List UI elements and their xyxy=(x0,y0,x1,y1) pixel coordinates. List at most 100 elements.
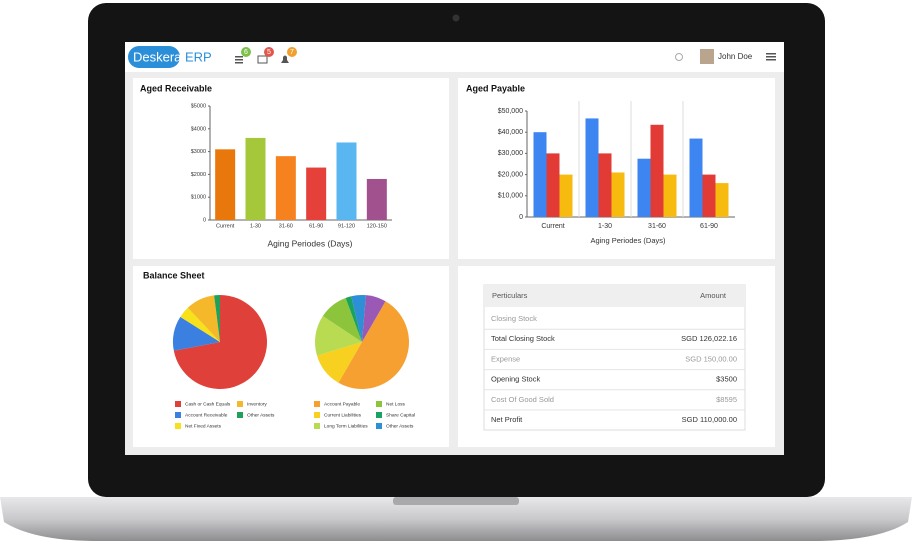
y-tick-label: $2000 xyxy=(191,172,206,178)
y-tick-label: $3000 xyxy=(191,149,206,155)
panel-title: Balance Sheet xyxy=(143,270,205,280)
legend-label: Cash or Cash Equals xyxy=(185,401,231,407)
cell: Net Profit xyxy=(491,415,523,424)
panel xyxy=(458,78,775,259)
legend-label: Long Term Liabilities xyxy=(324,423,368,429)
bar xyxy=(585,118,599,217)
bell-icon[interactable] xyxy=(281,55,289,64)
legend-swatch xyxy=(237,412,243,418)
x-tick-label: 91-120 xyxy=(338,223,355,229)
y-tick-label: $10,000 xyxy=(498,193,523,200)
y-tick-label: 0 xyxy=(203,217,206,223)
pie-slice xyxy=(180,307,220,342)
bar xyxy=(533,132,547,217)
panel-title: Aged Payable xyxy=(466,83,525,93)
pie-slice xyxy=(322,297,362,342)
table xyxy=(483,284,746,431)
logo[interactable] xyxy=(128,46,180,68)
cell: $3500 xyxy=(716,375,737,384)
bar xyxy=(650,124,664,217)
x-axis-label: Aging Periodes (Days) xyxy=(590,236,666,245)
y-tick-label: 0 xyxy=(519,214,523,221)
badge-count: 6 xyxy=(244,49,248,56)
table-header: Amount xyxy=(700,291,727,300)
pie-slice xyxy=(338,301,409,389)
legend-swatch xyxy=(314,401,320,407)
bar xyxy=(663,174,677,217)
bar xyxy=(306,167,327,220)
cell: Total Closing Stock xyxy=(491,334,555,343)
x-axis-label: Aging Periodes (Days) xyxy=(267,238,352,248)
bar xyxy=(702,174,716,217)
badge-count: 7 xyxy=(290,49,294,56)
pie-slice xyxy=(317,342,362,383)
pie-slice xyxy=(351,295,366,342)
pie-slice xyxy=(187,295,220,342)
legend-swatch xyxy=(314,423,320,429)
bar xyxy=(275,156,296,220)
x-tick-label: 1-30 xyxy=(598,223,612,230)
logo-text: Deskera xyxy=(133,49,182,64)
dynamic: 0 $1000 $2000 $3000 $4000 $5000 Aging Periodes… xyxy=(173,101,745,429)
bar xyxy=(245,137,266,220)
legend-label: Other Assets xyxy=(247,412,275,418)
cell: SGD 126,022.16 xyxy=(681,334,737,343)
x-tick-label: 61-90 xyxy=(309,223,323,229)
pie-slice xyxy=(214,295,220,342)
bar xyxy=(611,172,625,217)
badge xyxy=(264,47,274,57)
bar xyxy=(546,153,560,217)
legend-swatch xyxy=(376,412,382,418)
y-tick-label: $4000 xyxy=(191,126,206,132)
x-tick-label: 61-90 xyxy=(700,223,718,230)
y-tick-label: $20,000 xyxy=(498,171,523,178)
legend-label: Inventory xyxy=(247,401,267,407)
legend-label: Account Receivable xyxy=(185,412,228,418)
legend-swatch xyxy=(314,412,320,418)
legend-label: Account Payable xyxy=(324,401,360,407)
legend-label: Current Liabilities xyxy=(324,412,362,418)
legend-label: Share Capital xyxy=(386,412,415,418)
avatar[interactable] xyxy=(700,49,714,64)
cell: SGD 150,00.00 xyxy=(685,354,737,363)
bar xyxy=(559,174,573,217)
cell: Closing Stock xyxy=(491,314,537,323)
cell: Opening Stock xyxy=(491,375,540,384)
mail-icon[interactable] xyxy=(257,55,268,64)
laptop-base xyxy=(0,497,912,541)
pie-slice xyxy=(173,316,220,351)
legend-label: Net Fixed Assets xyxy=(185,423,222,429)
pie-slice xyxy=(314,315,362,356)
bar xyxy=(336,142,357,220)
search-icon[interactable] xyxy=(675,53,683,61)
menu-line xyxy=(766,53,776,55)
table-header xyxy=(484,285,745,307)
menu-icon[interactable] xyxy=(235,56,243,58)
x-tick-label: 120-150 xyxy=(367,223,387,229)
bar xyxy=(689,138,703,217)
menu-line xyxy=(766,56,776,58)
legend-label: Other Assets xyxy=(386,423,414,429)
legend-label: Net Loss xyxy=(386,401,406,407)
legend-swatch xyxy=(175,423,181,429)
bar xyxy=(366,178,387,220)
x-tick-label: Current xyxy=(541,223,564,230)
user-name[interactable]: John Doe xyxy=(718,52,753,61)
y-tick-label: $40,000 xyxy=(498,129,523,136)
menu-icon[interactable] xyxy=(766,53,776,61)
legend-swatch xyxy=(237,401,243,407)
bar xyxy=(637,158,651,217)
legend-swatch xyxy=(175,412,181,418)
bar xyxy=(215,149,236,220)
badge-count: 5 xyxy=(267,49,271,56)
table-header: Perticulars xyxy=(492,291,528,300)
y-tick-label: $1000 xyxy=(191,195,206,201)
nav-icons xyxy=(235,55,289,64)
logo-suffix: ERP xyxy=(185,49,212,64)
y-tick-label: $5000 xyxy=(191,103,206,109)
legend-swatch xyxy=(376,423,382,429)
bar xyxy=(598,153,612,217)
menu-icon xyxy=(235,59,243,61)
badge xyxy=(241,47,251,57)
legend-swatch xyxy=(175,401,181,407)
